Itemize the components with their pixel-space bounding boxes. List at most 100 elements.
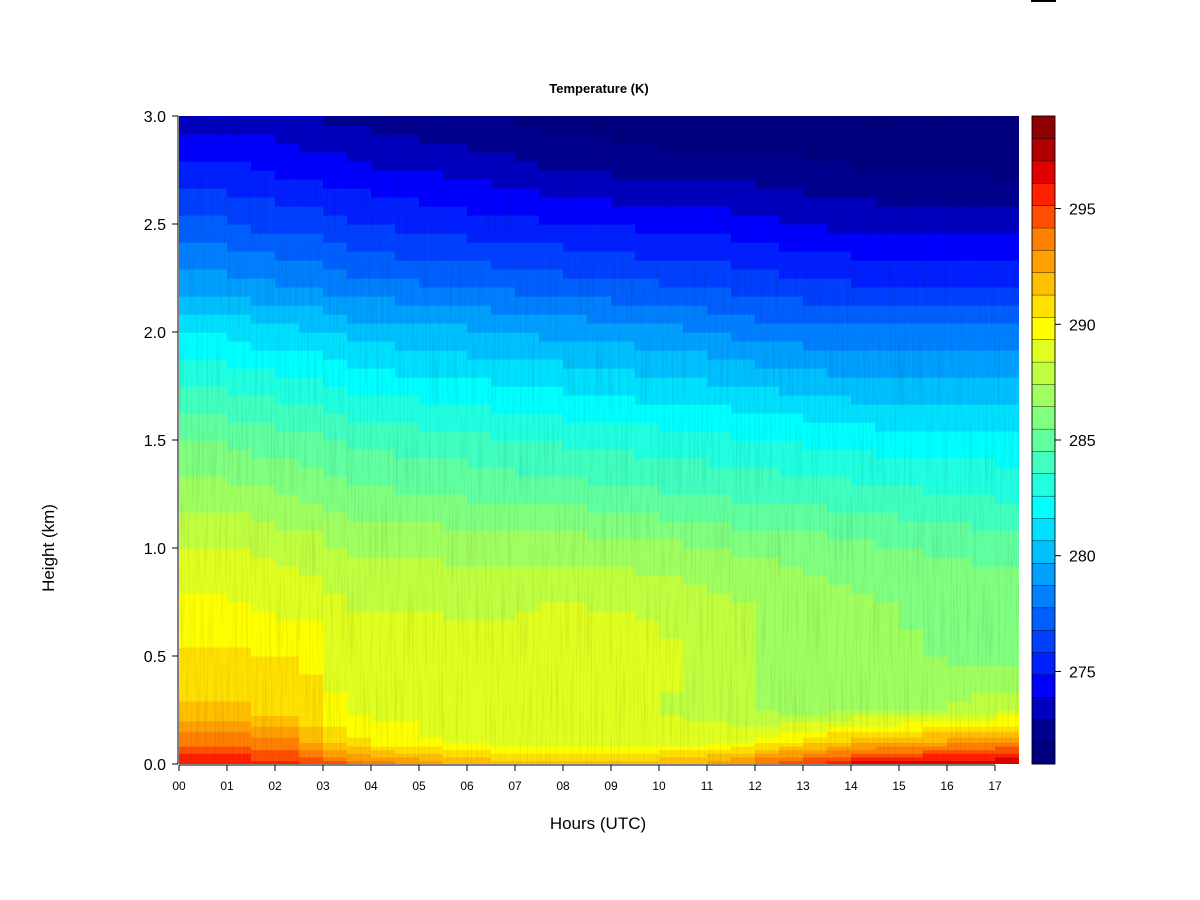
heatmap-cell <box>1019 548 1020 558</box>
heatmap-cell <box>1019 449 1020 459</box>
heatmap-cell <box>1019 674 1020 684</box>
heatmap-cell <box>1019 647 1020 657</box>
heatmap-cell <box>1019 224 1020 234</box>
heatmap-cell <box>1019 750 1020 754</box>
heatmap-cell <box>1019 125 1020 135</box>
heatmap-cell <box>1019 386 1020 396</box>
colorbar-tick-label: 295 <box>1069 202 1096 219</box>
colorbar-segment <box>1031 182 1056 206</box>
heatmap-cell <box>1019 233 1020 243</box>
y-tick-label: 1.5 <box>144 433 166 450</box>
x-axis-label: Hours (UTC) <box>550 814 646 833</box>
heatmap-cell <box>1019 296 1020 306</box>
x-tick-label: 17 <box>988 779 1002 793</box>
colorbar-segment <box>1031 450 1056 475</box>
y-tick-label: 1.0 <box>144 541 166 558</box>
heatmap-cell <box>1019 350 1020 360</box>
heatmap-cell <box>1019 638 1020 648</box>
x-tick-label: 09 <box>604 779 618 793</box>
colorbar-segment <box>1031 361 1056 385</box>
heatmap-cell <box>1019 602 1020 612</box>
colorbar-tick-label: 290 <box>1069 317 1096 334</box>
heatmap-cell <box>1019 629 1020 639</box>
colorbar-segment <box>1031 294 1056 318</box>
heatmap-cell <box>1019 742 1020 746</box>
heatmap-cell <box>1019 161 1020 171</box>
colorbar-segment <box>1031 696 1056 720</box>
corner-marker <box>1031 0 1056 2</box>
x-tick-label: 04 <box>364 779 378 793</box>
colorbar-tick-label: 280 <box>1069 549 1096 566</box>
heatmap-cell <box>1019 395 1020 405</box>
colorbar-tick-label: 275 <box>1069 664 1096 681</box>
x-tick-label: 08 <box>556 779 570 793</box>
heatmap-cell <box>1019 584 1020 594</box>
colorbar-segment <box>1031 272 1056 296</box>
heatmap-cell <box>1019 701 1020 711</box>
colorbar-segment <box>1031 316 1056 340</box>
heatmap-cell <box>1019 566 1020 576</box>
colorbar-segment <box>1031 741 1056 765</box>
heatmap-cell <box>1019 476 1020 486</box>
colorbar-segment <box>1031 652 1056 676</box>
heatmap-cell <box>1019 521 1020 531</box>
heatmap-cell <box>1019 422 1020 432</box>
colorbar-segment <box>1031 629 1056 653</box>
x-tick-label: 10 <box>652 779 666 793</box>
colorbar-segment <box>1031 160 1056 184</box>
heatmap-cell <box>1019 710 1020 716</box>
x-tick-label: 05 <box>412 779 426 793</box>
heatmap-cell <box>1019 715 1020 721</box>
colorbar-segment <box>1031 138 1056 162</box>
colorbar-segment <box>1031 428 1056 452</box>
colorbar-segment <box>1031 495 1056 519</box>
heatmap-cell <box>1019 753 1020 757</box>
heatmap-cell <box>1019 269 1020 279</box>
colorbar-segment <box>1031 339 1056 363</box>
chart-title: Temperature (K) <box>549 81 648 96</box>
heatmap-cell <box>1019 116 1020 126</box>
heatmap-cell <box>1019 215 1020 225</box>
heatmap-cell <box>1019 683 1020 693</box>
x-tick-label: 00 <box>172 779 186 793</box>
colorbar-segment <box>1031 518 1056 542</box>
colorbar-segment <box>1031 719 1056 743</box>
colorbar-tick-label: 285 <box>1069 433 1096 450</box>
plot-area <box>179 116 1020 764</box>
heatmap-cell <box>1019 760 1020 764</box>
heatmap-cell <box>1019 737 1020 743</box>
heatmap-cell <box>1019 665 1020 675</box>
x-tick-label: 15 <box>892 779 906 793</box>
colorbar-segment <box>1031 540 1056 564</box>
y-tick-label: 0.5 <box>144 649 166 666</box>
heatmap-cell <box>1019 656 1020 666</box>
heatmap-cell <box>1019 206 1020 216</box>
heatmap-cell <box>1019 692 1020 702</box>
heatmap-cell <box>1019 512 1020 522</box>
heatmap-cell <box>1019 251 1020 261</box>
heatmap-cell <box>1019 575 1020 585</box>
heatmap-cell <box>1019 170 1020 180</box>
heatmap-cell <box>1019 503 1020 513</box>
x-tick-label: 06 <box>460 779 474 793</box>
colorbar-segment <box>1031 585 1056 609</box>
heatmap-cell <box>1019 611 1020 621</box>
colorbar-segment <box>1031 406 1056 430</box>
heatmap-cell <box>1019 467 1020 477</box>
heatmap-cell <box>1019 593 1020 603</box>
heatmap-cell <box>1019 557 1020 567</box>
x-axis: 00 01 02 03 04 05 06 07 08 09 10 11 12 13 14 15 16 17 <box>172 764 1002 793</box>
y-tick-label: 0.0 <box>144 757 166 774</box>
heatmap-cell <box>1019 620 1020 630</box>
colorbar-segment <box>1031 674 1056 698</box>
x-tick-label: 13 <box>796 779 810 793</box>
y-axis: 0.0 0.5 1.0 1.5 2.0 2.5 3.0 <box>144 109 179 774</box>
heatmap-cell <box>1019 341 1020 351</box>
heatmap-cell <box>1019 260 1020 270</box>
heatmap-cell <box>1019 485 1020 495</box>
heatmap-cell <box>1019 179 1020 189</box>
heatmap-cell <box>1019 197 1020 207</box>
heatmap-cell <box>1019 404 1020 414</box>
heatmap-cell <box>1019 539 1020 549</box>
